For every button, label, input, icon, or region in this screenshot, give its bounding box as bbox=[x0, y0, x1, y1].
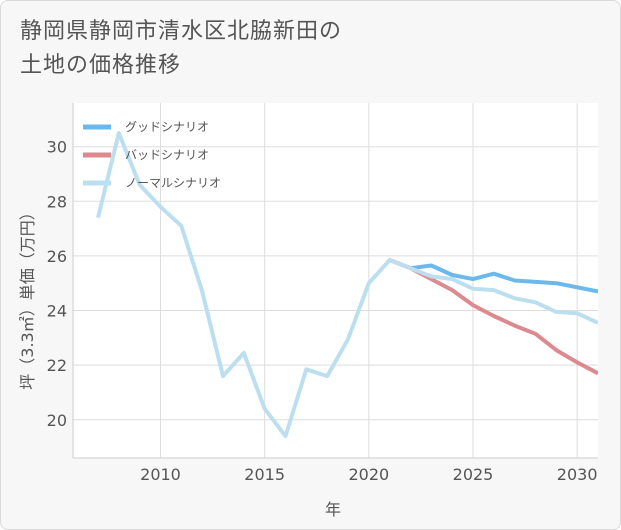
y-tick-label: 20 bbox=[47, 411, 67, 430]
y-tick-label: 30 bbox=[47, 138, 67, 157]
x-axis-title: 年 bbox=[325, 500, 341, 519]
x-tick-label: 2020 bbox=[348, 465, 389, 484]
series-line-good bbox=[388, 258, 598, 294]
chart-title-line-2: 土地の価格推移 bbox=[20, 53, 182, 78]
x-tick-label: 2025 bbox=[453, 465, 494, 484]
y-tick-label: 22 bbox=[47, 356, 67, 375]
chart-title-line-1: 静岡県静岡市清水区北脇新田の bbox=[20, 19, 343, 44]
x-tick-label: 2015 bbox=[244, 465, 285, 484]
tick-labels: 2010 2015 2020 2025 2030 20 22 24 26 28 30 bbox=[47, 138, 598, 484]
y-tick-label: 26 bbox=[47, 247, 67, 266]
legend-label-good: グッドシナリオ bbox=[125, 120, 209, 134]
y-tick-label: 24 bbox=[47, 302, 67, 321]
series-lines bbox=[96, 131, 598, 439]
y-tick-label: 28 bbox=[47, 192, 67, 211]
x-tick-label: 2030 bbox=[557, 465, 598, 484]
legend-label-normal: ノーマルシナリオ bbox=[125, 176, 221, 190]
y-axis-title: 坪（3.3㎡）単価（万円） bbox=[18, 204, 37, 389]
legend-label-bad: バッドシナリオ bbox=[125, 148, 209, 162]
series-line-normal bbox=[96, 131, 598, 439]
x-tick-label: 2010 bbox=[140, 465, 181, 484]
chart-title: 静岡県静岡市清水区北脇新田の 土地の価格推移 bbox=[20, 15, 342, 83]
